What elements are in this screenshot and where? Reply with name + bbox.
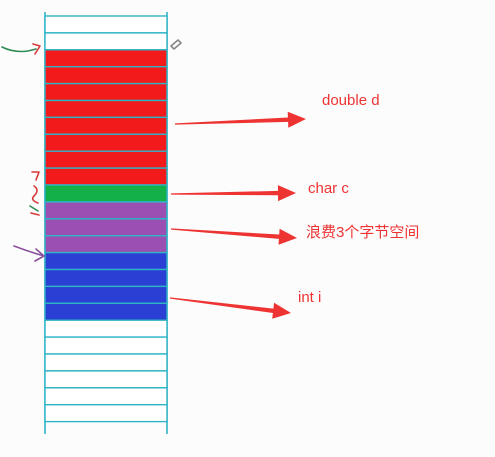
pen-mark-char-4 [30, 212, 40, 216]
arrow-int [169, 297, 291, 319]
byte-cell-double [44, 49, 168, 68]
arrow-char [171, 185, 296, 202]
byte-cell-padding [44, 234, 168, 254]
byte-cell-int [44, 302, 168, 321]
byte-cell-empty [44, 387, 168, 406]
byte-cell-int [44, 251, 168, 271]
byte-cell-empty [44, 353, 168, 372]
byte-cell-padding [44, 218, 168, 237]
byte-cell-empty [44, 336, 168, 355]
byte-cell-char [44, 184, 168, 203]
pen-arrow-int-head [34, 248, 45, 262]
pen-mark-char-3 [29, 205, 39, 212]
pen-mark-char-1 [31, 171, 40, 181]
byte-cell-double [44, 167, 168, 186]
label-double: double d [322, 92, 380, 109]
byte-cell-empty [44, 319, 168, 338]
pen-mark-start [1, 46, 37, 53]
pen-mark-char-2 [31, 185, 39, 204]
byte-cell-double [44, 116, 168, 136]
byte-cell-padding [44, 201, 168, 220]
byte-cell-double [44, 99, 168, 119]
byte-cell-double [44, 65, 168, 85]
byte-cell-empty [44, 32, 168, 51]
byte-cell-empty [44, 370, 168, 389]
byte-cell-empty [44, 404, 168, 423]
byte-cell-empty [44, 15, 168, 34]
byte-cell-int [44, 285, 168, 304]
label-padding: 浪费3个字节空间 [306, 224, 420, 241]
arrow-double [175, 111, 306, 128]
pen-mark-start-tip [32, 43, 41, 55]
byte-cell-int [44, 268, 168, 288]
byte-cell-double [44, 133, 168, 152]
label-int: int i [298, 289, 322, 306]
byte-cell-double [44, 150, 168, 169]
byte-cell-double [44, 82, 168, 102]
arrow-padding [171, 228, 297, 245]
label-char: char c [308, 180, 349, 197]
pen-arrow-int [13, 245, 45, 257]
pencil-icon [170, 39, 182, 50]
